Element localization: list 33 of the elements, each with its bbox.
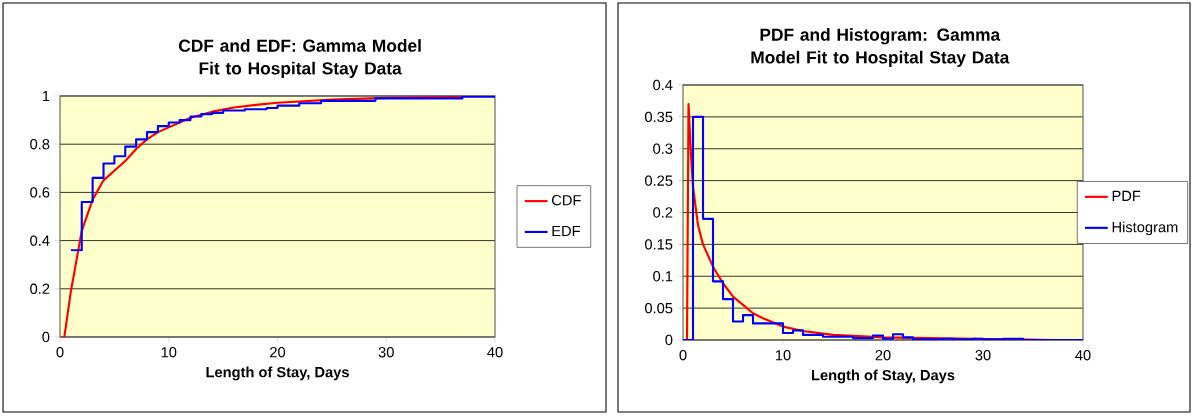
x-tick-label: 20 bbox=[875, 350, 891, 361]
y-tick-label: 0.4 bbox=[653, 79, 673, 91]
y-tick-label: 0.2 bbox=[653, 207, 673, 218]
legend-label: PDF bbox=[1112, 190, 1141, 201]
x-axis-title: Length of Stay, Days bbox=[206, 366, 349, 381]
y-tick-label: 0.6 bbox=[30, 187, 50, 198]
x-tick-label: 10 bbox=[775, 350, 791, 361]
y-tick-label: 0.35 bbox=[644, 111, 673, 123]
x-tick-label: 10 bbox=[161, 347, 177, 358]
x-tick-label: 40 bbox=[487, 347, 503, 358]
x-tick-label: 0 bbox=[679, 350, 687, 361]
y-tick-label: 0.1 bbox=[653, 271, 673, 282]
y-tick-label: 0.8 bbox=[30, 139, 50, 150]
legend-label: Histogram bbox=[1112, 221, 1178, 236]
legend-label: CDF bbox=[552, 195, 581, 206]
x-tick-label: 30 bbox=[975, 350, 991, 361]
y-tick-label: 0.05 bbox=[644, 302, 673, 314]
y-tick-label: 1 bbox=[42, 90, 50, 102]
y-tick-label: 0 bbox=[42, 331, 50, 343]
y-tick-label: 0.25 bbox=[644, 175, 673, 186]
x-tick-label: 30 bbox=[378, 347, 394, 358]
legend-label: EDF bbox=[552, 225, 580, 236]
y-tick-label: 0.2 bbox=[30, 283, 50, 294]
x-tick-label: 40 bbox=[1075, 350, 1091, 361]
x-tick-label: 20 bbox=[270, 347, 286, 358]
x-tick-label: 0 bbox=[56, 347, 64, 358]
chart-title: CDF and EDF: Gamma Model Fit to Hospital Stay Data bbox=[179, 39, 421, 78]
x-axis-title: Length of Stay, Days bbox=[812, 369, 955, 384]
y-tick-label: 0.15 bbox=[644, 239, 673, 250]
y-tick-label: 0.4 bbox=[30, 235, 50, 246]
y-tick-label: 0 bbox=[665, 334, 673, 346]
y-tick-label: 0.3 bbox=[653, 143, 673, 154]
chart-title: PDF and Histogram: Gamma Model Fit to Hospital Stay Data bbox=[751, 28, 1010, 67]
